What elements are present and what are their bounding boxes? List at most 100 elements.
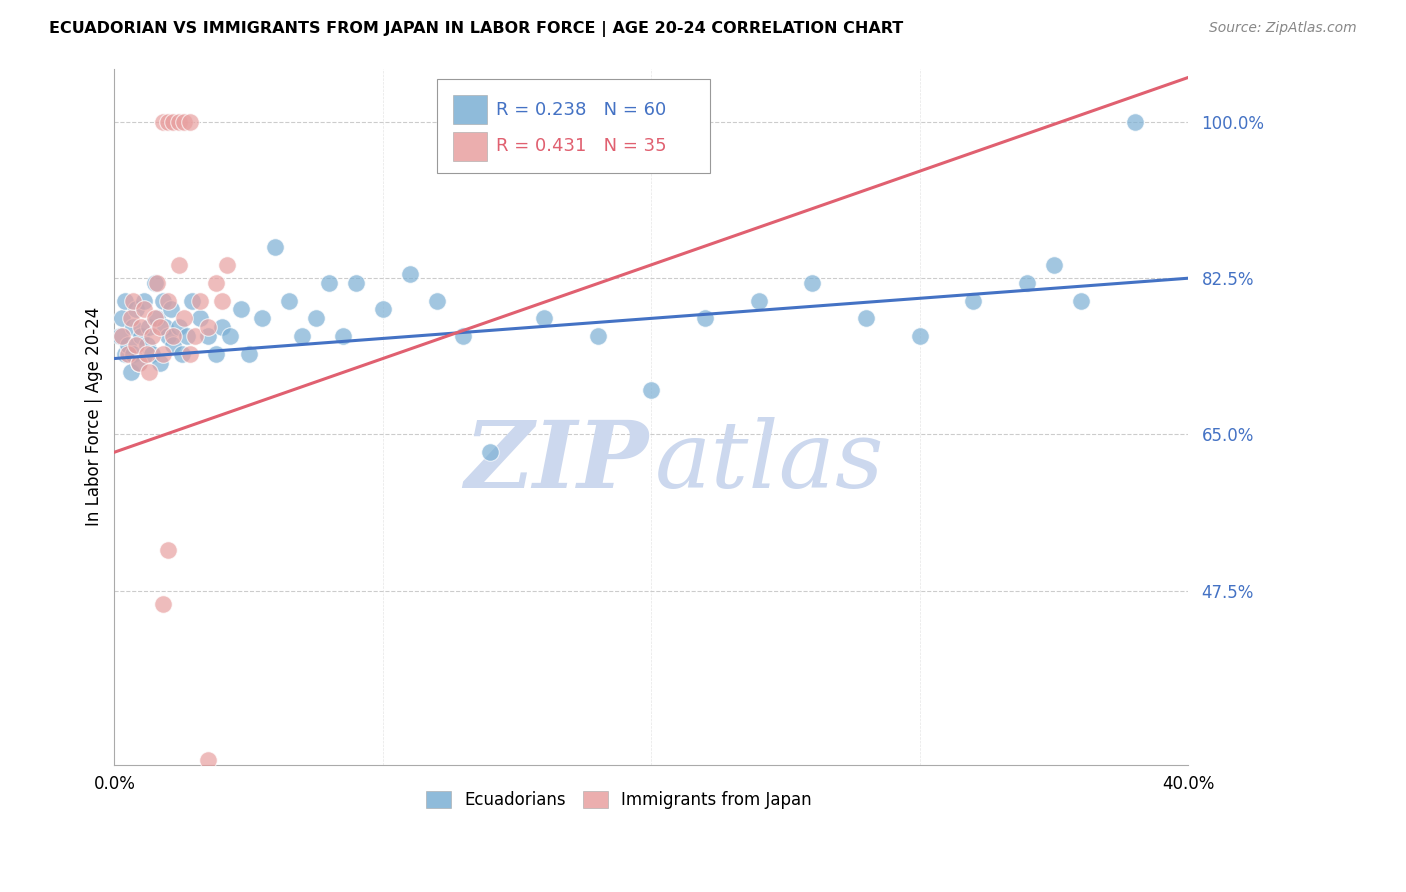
Point xyxy=(128,356,150,370)
Point xyxy=(138,365,160,379)
Point xyxy=(426,293,449,308)
Point xyxy=(117,347,139,361)
Text: R = 0.238   N = 60: R = 0.238 N = 60 xyxy=(496,101,666,119)
Point xyxy=(146,276,169,290)
Point xyxy=(211,293,233,308)
Point xyxy=(173,311,195,326)
Point xyxy=(149,356,172,370)
Point xyxy=(179,115,201,129)
Point xyxy=(111,329,134,343)
Point xyxy=(157,543,180,558)
Point xyxy=(748,293,770,308)
Y-axis label: In Labor Force | Age 20-24: In Labor Force | Age 20-24 xyxy=(86,307,103,526)
Point xyxy=(640,383,662,397)
Point xyxy=(122,320,145,334)
Point xyxy=(1070,293,1092,308)
Point xyxy=(152,347,174,361)
Text: R = 0.431   N = 35: R = 0.431 N = 35 xyxy=(496,137,666,155)
Point xyxy=(305,311,328,326)
Point xyxy=(122,293,145,308)
Point xyxy=(157,293,180,308)
Point xyxy=(229,302,252,317)
Point xyxy=(188,293,211,308)
Point xyxy=(157,115,180,129)
Point xyxy=(291,329,314,343)
Point xyxy=(162,329,184,343)
Point xyxy=(170,347,193,361)
Bar xyxy=(453,95,486,124)
Point xyxy=(1043,258,1066,272)
Point xyxy=(162,115,184,129)
Point xyxy=(181,293,204,308)
Point xyxy=(125,338,148,352)
Point xyxy=(371,302,394,317)
Point xyxy=(141,329,163,343)
Point xyxy=(114,347,136,361)
Point xyxy=(132,302,155,317)
Point xyxy=(108,329,131,343)
Point xyxy=(179,347,201,361)
Bar xyxy=(453,132,486,161)
Point xyxy=(217,258,239,272)
Point xyxy=(129,329,152,343)
Point xyxy=(218,329,240,343)
Point xyxy=(152,597,174,611)
Point xyxy=(264,240,287,254)
Point xyxy=(693,311,716,326)
Point xyxy=(135,347,157,361)
Point xyxy=(398,267,420,281)
Point xyxy=(167,258,190,272)
Point xyxy=(318,276,340,290)
Point xyxy=(125,302,148,317)
Point xyxy=(132,293,155,308)
Point xyxy=(533,311,555,326)
Point xyxy=(1017,276,1039,290)
Point xyxy=(197,753,219,767)
Point xyxy=(188,311,211,326)
Point xyxy=(162,338,184,352)
Point xyxy=(146,311,169,326)
Point xyxy=(184,329,207,343)
Point xyxy=(114,293,136,308)
Point xyxy=(167,115,190,129)
Point xyxy=(205,276,228,290)
FancyBboxPatch shape xyxy=(437,79,710,173)
Point xyxy=(138,320,160,334)
Point xyxy=(205,347,228,361)
Text: ECUADORIAN VS IMMIGRANTS FROM JAPAN IN LABOR FORCE | AGE 20-24 CORRELATION CHART: ECUADORIAN VS IMMIGRANTS FROM JAPAN IN L… xyxy=(49,21,904,37)
Point xyxy=(855,311,877,326)
Point xyxy=(197,329,219,343)
Point xyxy=(238,347,260,361)
Point xyxy=(479,445,502,459)
Text: ZIP: ZIP xyxy=(464,417,648,507)
Point xyxy=(143,311,166,326)
Point xyxy=(344,276,367,290)
Legend: Ecuadorians, Immigrants from Japan: Ecuadorians, Immigrants from Japan xyxy=(419,784,818,815)
Point xyxy=(122,347,145,361)
Point xyxy=(152,293,174,308)
Point xyxy=(120,311,142,326)
Point xyxy=(152,115,174,129)
Point xyxy=(586,329,609,343)
Text: atlas: atlas xyxy=(655,417,884,507)
Point xyxy=(453,329,475,343)
Point xyxy=(250,311,273,326)
Point xyxy=(143,276,166,290)
Point xyxy=(277,293,299,308)
Point xyxy=(157,329,180,343)
Point xyxy=(155,320,177,334)
Point xyxy=(211,320,233,334)
Point xyxy=(120,365,142,379)
Point xyxy=(167,320,190,334)
Point xyxy=(173,115,195,129)
Point xyxy=(111,311,134,326)
Point xyxy=(332,329,354,343)
Point xyxy=(117,338,139,352)
Point xyxy=(176,329,198,343)
Point xyxy=(141,347,163,361)
Point xyxy=(135,338,157,352)
Point xyxy=(962,293,984,308)
Point xyxy=(129,320,152,334)
Point xyxy=(159,302,181,317)
Point xyxy=(128,356,150,370)
